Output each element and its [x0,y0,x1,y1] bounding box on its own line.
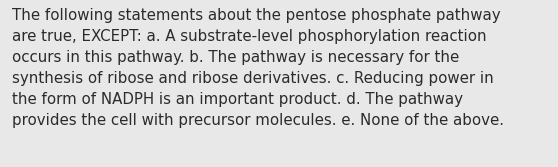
Text: The following statements about the pentose phosphate pathway
are true, EXCEPT: a: The following statements about the pento… [12,8,504,128]
